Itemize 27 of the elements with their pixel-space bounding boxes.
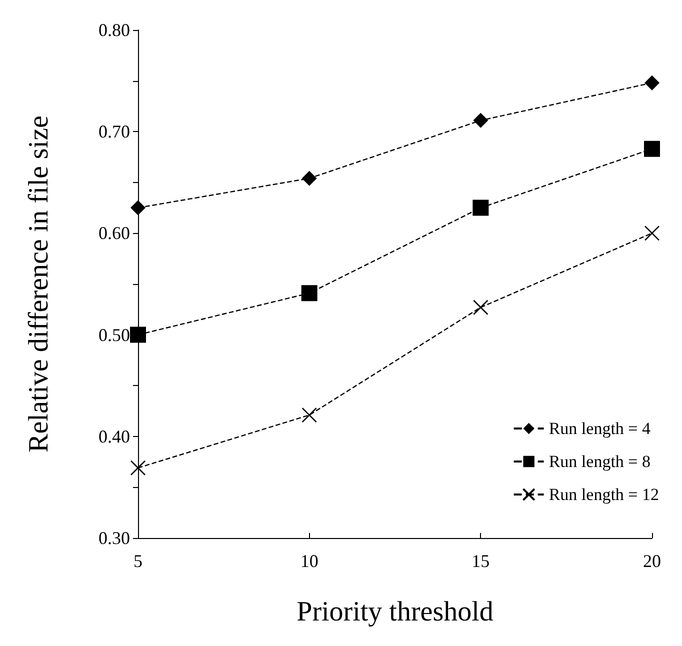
y-tick-label: 0.30 xyxy=(98,528,130,548)
point xyxy=(130,326,146,343)
x-tick-label: 20 xyxy=(643,551,661,571)
y-tick-label: 0.40 xyxy=(98,426,130,446)
legend-label: Run length = 12 xyxy=(548,485,660,504)
point xyxy=(130,460,146,476)
y-tick-label: 0.50 xyxy=(98,324,130,345)
point xyxy=(472,200,489,216)
y-tick-label: 0.70 xyxy=(98,122,130,142)
point xyxy=(644,75,660,90)
point xyxy=(644,226,660,241)
point xyxy=(302,170,317,186)
point xyxy=(302,407,317,423)
y-tick-label: 0.80 xyxy=(98,20,130,40)
x-axis-title: Priority threshold xyxy=(296,596,494,628)
x-tick-label: 15 xyxy=(472,551,490,571)
x-tick-label: 5 xyxy=(134,551,142,571)
x-tick-label: 10 xyxy=(300,551,318,571)
point xyxy=(473,112,488,128)
legend-label: Run length = 4 xyxy=(548,419,651,438)
y-tick-label: 0.60 xyxy=(98,223,130,244)
point xyxy=(473,300,488,316)
point xyxy=(130,200,146,216)
point xyxy=(301,285,318,302)
legend-label: Run length = 8 xyxy=(548,452,651,471)
y-axis-title: Relative difference in file size xyxy=(24,116,54,452)
point xyxy=(644,140,660,157)
